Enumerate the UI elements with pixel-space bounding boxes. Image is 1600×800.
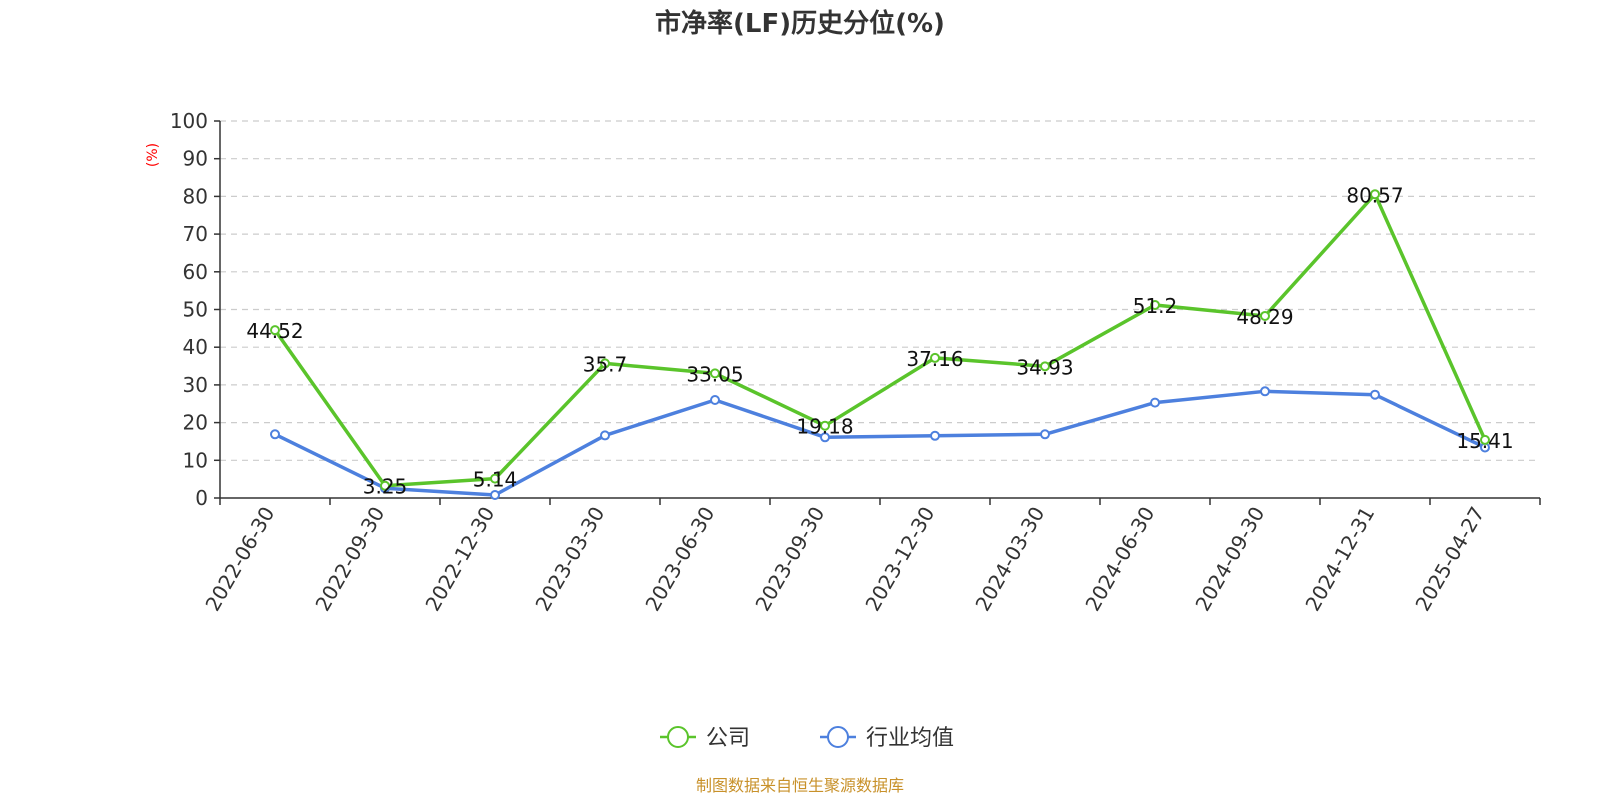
x-tick-label: 2022-06-30 [200, 503, 279, 616]
data-label: 51.2 [1133, 294, 1178, 318]
data-point [1040, 429, 1050, 440]
data-label: 44.52 [246, 319, 303, 343]
data-point [930, 352, 940, 363]
data-point [490, 473, 500, 484]
y-tick-label: 20 [183, 411, 208, 435]
series-line-0 [273, 192, 1487, 488]
x-tick-label: 2023-06-30 [640, 503, 719, 616]
data-label: 5.14 [473, 468, 518, 492]
x-tick-label: 2024-09-30 [1190, 503, 1269, 616]
y-tick-label: 10 [183, 448, 208, 472]
data-point [600, 358, 610, 369]
data-label: 34.93 [1016, 355, 1073, 379]
x-tick-label: 2025-04-27 [1410, 503, 1489, 616]
y-tick-label: 80 [183, 184, 208, 208]
data-point [1370, 389, 1380, 400]
source-note: 制图数据来自恒生聚源数据库 [696, 776, 904, 795]
data-point [930, 430, 940, 441]
y-tick-label: 50 [183, 298, 208, 322]
series-line-1 [274, 389, 1486, 497]
data-label: 35.7 [583, 352, 628, 376]
y-tick-label: 60 [183, 260, 208, 284]
legend-marker [667, 726, 689, 748]
data-point [820, 420, 830, 431]
data-point [600, 430, 610, 441]
chart-title: 市净率(LF)历史分位(%) [655, 8, 945, 39]
legend-label: 行业均值 [866, 726, 954, 751]
x-tick-label: 2023-09-30 [750, 503, 829, 616]
x-tick-label: 2022-09-30 [310, 503, 389, 616]
data-point [490, 489, 500, 500]
data-point [1260, 310, 1270, 321]
x-tick-label: 2024-12-31 [1300, 503, 1379, 616]
legend-marker [827, 726, 849, 748]
x-tick-label: 2022-12-30 [420, 503, 499, 616]
grid-lines [220, 120, 1540, 461]
y-tick-labels: 0 10 20 30 40 50 60 70 80 90 100 [170, 109, 208, 510]
y-tick-label: 100 [170, 109, 208, 133]
x-tick-label: 2023-03-30 [530, 503, 609, 616]
series-group [270, 189, 1490, 500]
data-point [1480, 434, 1490, 445]
y-tick-label: 90 [183, 147, 208, 171]
x-tick-labels: 2022-06-30 2022-09-30 2022-12-30 2023-03-30… [200, 503, 1489, 616]
x-tick-label: 2023-12-30 [860, 503, 939, 616]
y-tick-label: 0 [195, 486, 208, 510]
data-point [710, 368, 720, 379]
data-point [710, 394, 720, 405]
data-label: 37.16 [906, 347, 963, 371]
legend-label: 公司 [706, 726, 750, 751]
data-point [1150, 299, 1160, 310]
legend[interactable]: 公司 行业均值 [660, 726, 954, 751]
data-point [380, 480, 390, 491]
data-point [1040, 361, 1050, 372]
y-tick-label: 30 [183, 373, 208, 397]
data-label: 19.18 [796, 415, 853, 439]
y-axis-label: (%) [145, 143, 161, 167]
data-label: 15.41 [1456, 429, 1513, 453]
data-label: 48.29 [1236, 305, 1293, 329]
x-tick-label: 2024-03-30 [970, 503, 1049, 616]
x-tick-label: 2024-06-30 [1080, 503, 1159, 616]
data-labels: 44.52 3.25 5.14 35.7 33.05 19.18 37.16 34.93 51.… [246, 183, 1513, 498]
data-point [1370, 189, 1380, 200]
data-label: 3.25 [363, 475, 408, 499]
y-tick-label: 70 [183, 222, 208, 246]
y-tick-label: 40 [183, 335, 208, 359]
data-point [270, 429, 280, 440]
data-label: 80.57 [1346, 183, 1403, 207]
data-label: 33.05 [686, 362, 743, 386]
data-point [1150, 397, 1160, 408]
axes [214, 120, 1541, 505]
data-point [820, 432, 830, 443]
data-point [1260, 386, 1270, 397]
data-point [270, 325, 280, 336]
